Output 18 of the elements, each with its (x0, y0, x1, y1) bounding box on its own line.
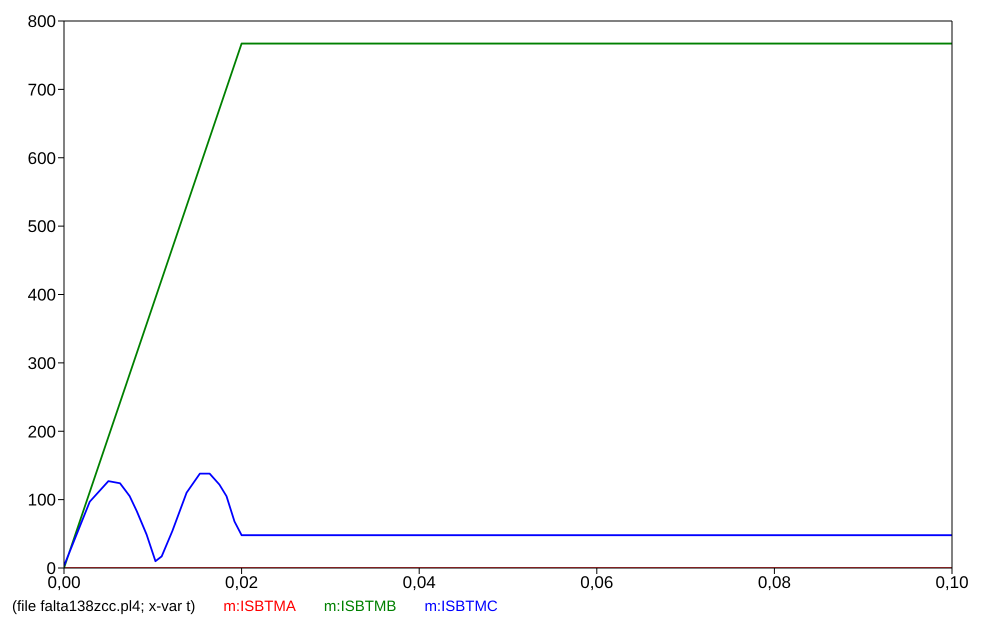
y-tick-label: 600 (28, 148, 56, 168)
y-tick-label: 200 (28, 422, 56, 442)
x-tick-label: 0,10 (935, 573, 969, 592)
x-tick-label: 0,06 (580, 573, 614, 592)
text: m:ISBTMB (324, 598, 396, 615)
y-tick-label: 400 (28, 286, 56, 305)
y-tick-label: 300 (28, 354, 56, 373)
x-tick-label: 0,08 (758, 573, 791, 592)
text: m:ISBTMC (424, 598, 498, 615)
x-tick-label: 0,02 (225, 573, 258, 592)
y-tick-label: 100 (28, 490, 56, 510)
text: (file falta138zcc.pl4; x-var t) (12, 598, 196, 615)
y-tick-label: 700 (28, 80, 56, 100)
series-label: m:ISBTMA (223, 598, 296, 615)
y-tick-label: 500 (28, 217, 56, 236)
y-tick-label: 800 (28, 12, 56, 32)
x-tick-label: 0,00 (47, 573, 81, 592)
x-tick-label: 0,04 (402, 573, 436, 592)
